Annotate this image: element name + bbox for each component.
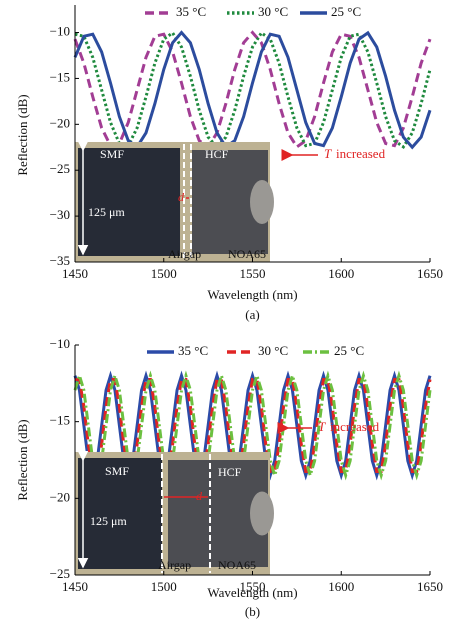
legend-label: 35 °C [176, 4, 206, 19]
y-tick-label: −25 [50, 161, 70, 176]
y-tick-label: −15 [50, 69, 70, 84]
inset-label: HCF [205, 147, 229, 161]
annotation-symbol: T [324, 146, 332, 161]
annotation-symbol: T [318, 419, 326, 434]
y-tick-label: −15 [50, 413, 70, 428]
x-tick-label: 1550 [240, 266, 266, 281]
inset-label: Airgap [168, 247, 201, 261]
x-tick-label: 1600 [328, 579, 354, 594]
legend-label: 30 °C [258, 343, 288, 358]
legend-label: 35 °C [178, 343, 208, 358]
x-tick-label: 1450 [62, 266, 88, 281]
x-tick-label: 1550 [240, 579, 266, 594]
x-tick-label: 1500 [151, 266, 177, 281]
inset-label: NOA65 [218, 558, 256, 572]
series-line [75, 378, 432, 473]
smf-core [78, 148, 180, 256]
inset-label: NOA65 [228, 247, 266, 261]
series-line [73, 370, 432, 481]
legend-label: 30 °C [258, 4, 288, 19]
caption: (a) [245, 307, 259, 322]
annotation-text: increased [330, 419, 380, 434]
inset-label: d [178, 190, 185, 204]
inset-image: SMF HCF 125 μm Airgap NOA65 d [75, 451, 274, 575]
x-axis-label: Wavelength (nm) [207, 585, 297, 600]
y-tick-label: −30 [50, 207, 70, 222]
series-line [74, 30, 432, 150]
inset-label: d [196, 489, 203, 503]
inset-label: HCF [218, 465, 242, 479]
inset-image: SMF HCF 125 μm Airgap NOA65 d [75, 141, 274, 262]
x-tick-label: 1650 [417, 266, 443, 281]
y-axis-label: Reflection (dB) [15, 94, 30, 175]
inset-label: 125 μm [88, 205, 125, 219]
y-tick-label: −20 [50, 115, 70, 130]
hcf-end [250, 180, 274, 224]
x-tick-label: 1600 [328, 266, 354, 281]
series-line [73, 30, 432, 150]
y-axis-label: Reflection (dB) [15, 419, 30, 500]
inset-label: Airgap [158, 558, 191, 572]
y-tick-label: −10 [50, 336, 70, 351]
y-tick-label: −25 [50, 566, 70, 581]
x-axis-label: Wavelength (nm) [207, 287, 297, 302]
series-line [73, 30, 432, 150]
x-tick-label: 1450 [62, 579, 88, 594]
hcf-end [250, 491, 274, 536]
y-tick-label: −10 [50, 24, 70, 39]
y-tick-label: −20 [50, 489, 70, 504]
y-tick-label: −35 [50, 253, 70, 268]
inset-label: SMF [105, 464, 129, 478]
annotation-text: increased [336, 146, 386, 161]
caption: (b) [245, 604, 260, 619]
smf-core [78, 458, 162, 569]
x-tick-label: 1650 [417, 579, 443, 594]
x-tick-label: 1500 [151, 579, 177, 594]
inset-label: SMF [100, 147, 124, 161]
legend-label: 25 °C [334, 343, 364, 358]
inset-label: 125 μm [90, 514, 127, 528]
legend-label: 25 °C [331, 4, 361, 19]
